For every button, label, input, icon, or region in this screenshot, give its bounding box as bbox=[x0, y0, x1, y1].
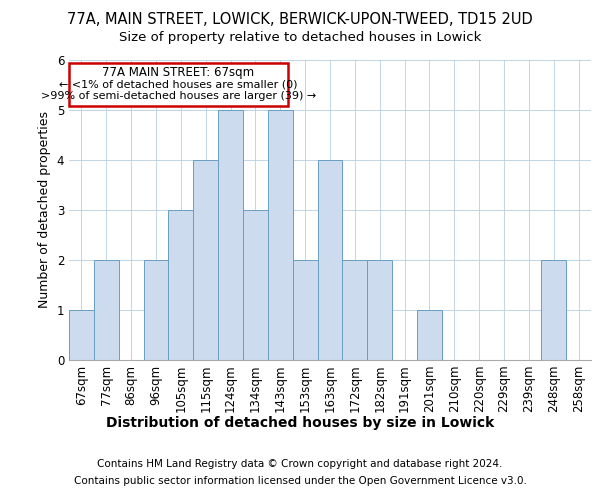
Bar bbox=[541, 260, 566, 360]
Bar bbox=[218, 110, 243, 360]
Bar bbox=[69, 310, 94, 360]
Text: >99% of semi-detached houses are larger (39) →: >99% of semi-detached houses are larger … bbox=[41, 92, 316, 102]
Bar bbox=[367, 260, 392, 360]
Text: Contains public sector information licensed under the Open Government Licence v3: Contains public sector information licen… bbox=[74, 476, 526, 486]
Bar bbox=[343, 260, 367, 360]
Text: 77A, MAIN STREET, LOWICK, BERWICK-UPON-TWEED, TD15 2UD: 77A, MAIN STREET, LOWICK, BERWICK-UPON-T… bbox=[67, 12, 533, 28]
Bar bbox=[169, 210, 193, 360]
Bar bbox=[243, 210, 268, 360]
Bar bbox=[268, 110, 293, 360]
Text: ← <1% of detached houses are smaller (0): ← <1% of detached houses are smaller (0) bbox=[59, 79, 298, 89]
FancyBboxPatch shape bbox=[69, 62, 288, 106]
Text: Size of property relative to detached houses in Lowick: Size of property relative to detached ho… bbox=[119, 31, 481, 44]
Y-axis label: Number of detached properties: Number of detached properties bbox=[38, 112, 51, 308]
Bar bbox=[94, 260, 119, 360]
Bar bbox=[417, 310, 442, 360]
Bar bbox=[317, 160, 343, 360]
Bar bbox=[143, 260, 169, 360]
Bar bbox=[193, 160, 218, 360]
Text: Distribution of detached houses by size in Lowick: Distribution of detached houses by size … bbox=[106, 416, 494, 430]
Text: Contains HM Land Registry data © Crown copyright and database right 2024.: Contains HM Land Registry data © Crown c… bbox=[97, 459, 503, 469]
Text: 77A MAIN STREET: 67sqm: 77A MAIN STREET: 67sqm bbox=[103, 66, 254, 78]
Bar bbox=[293, 260, 317, 360]
